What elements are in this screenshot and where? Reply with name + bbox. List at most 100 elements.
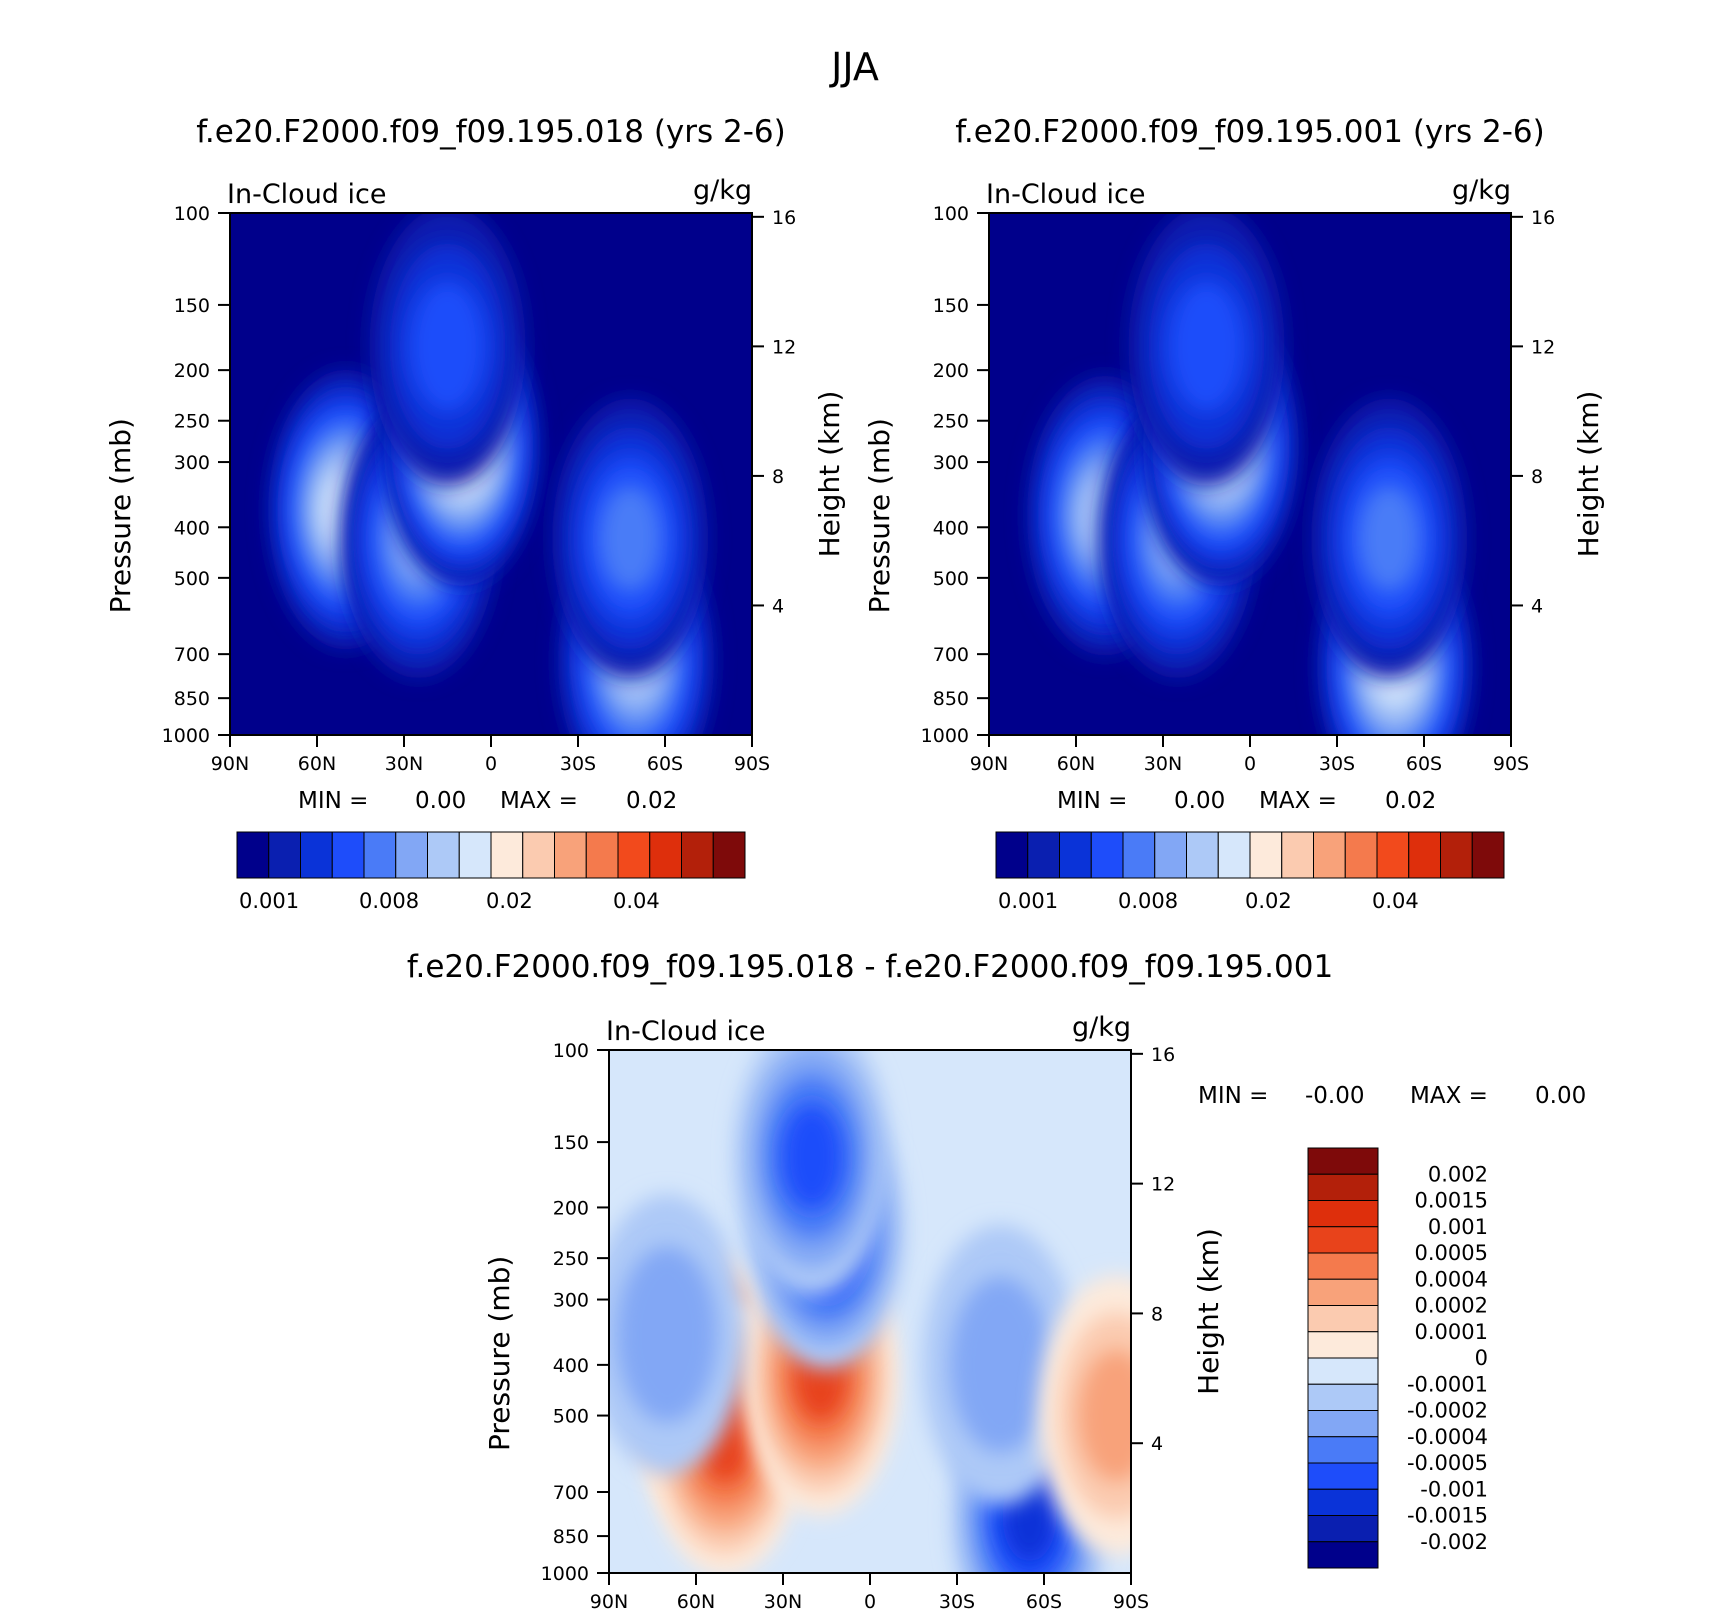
colorbar-swatch: [1307, 1305, 1379, 1333]
x-tick-label: 60S: [1406, 753, 1442, 775]
y-tick-label: 850: [553, 1526, 589, 1548]
colorbar-swatch: [1249, 831, 1283, 879]
colorbar-swatch: [1307, 1147, 1379, 1175]
panel-001: f.e20.F2000.f09_f09.195.001 (yrs 2-6) In-…: [863, 114, 1605, 913]
max-label: MAX =: [1259, 788, 1337, 814]
colorbar-swatch: [427, 831, 460, 879]
y-tick-label: 200: [174, 360, 210, 382]
colorbar-swatch: [1440, 831, 1473, 879]
panel-title: f.e20.F2000.f09_f09.195.001 (yrs 2-6): [955, 114, 1545, 150]
colorbar-swatch: [617, 831, 651, 879]
colorbar-swatch: [1122, 831, 1156, 879]
contour-field: [230, 213, 752, 735]
y-tick-label: 250: [933, 411, 969, 433]
colorbar-label: 0: [1475, 1346, 1488, 1370]
contour-blob: [617, 1246, 717, 1423]
colorbar-label: 0.0005: [1415, 1241, 1488, 1265]
colorbar-swatch: [268, 831, 301, 879]
colorbar-swatch: [1059, 831, 1092, 879]
colorbar-label: -0.0005: [1407, 1451, 1488, 1475]
colorbar-label: 0.001: [239, 889, 299, 913]
y-tick-label: 700: [933, 644, 969, 666]
min-label: MIN =: [298, 788, 368, 814]
y-tick-label: 850: [933, 688, 969, 710]
y-tick-label: 400: [933, 517, 969, 539]
x-tick-label: 30S: [1319, 753, 1355, 775]
y-right-tick-label: 4: [1151, 1433, 1163, 1455]
x-tick-label: 0: [864, 1591, 876, 1613]
y-right-axis-label: Height (km): [1572, 391, 1605, 558]
y-right-tick-label: 12: [1531, 336, 1555, 358]
x-tick-label: 90S: [1493, 753, 1529, 775]
x-tick-label: 90S: [734, 753, 770, 775]
x-tick-label: 60N: [1057, 753, 1095, 775]
contour-field: [989, 213, 1511, 735]
colorbar-swatch: [1027, 831, 1060, 879]
colorbar-swatch: [1307, 1383, 1379, 1411]
subtitle-variable: In-Cloud ice: [606, 1016, 765, 1047]
y-tick-label: 850: [174, 688, 210, 710]
y-right-tick-label: 8: [1151, 1303, 1163, 1325]
y-right-tick-label: 8: [1531, 466, 1543, 488]
colorbar-swatch: [1307, 1173, 1379, 1201]
panel-title: f.e20.F2000.f09_f09.195.018 - f.e20.F200…: [407, 949, 1333, 985]
colorbar-swatch: [1307, 1515, 1379, 1543]
y-tick-label: 400: [553, 1355, 589, 1377]
y-right-tick-label: 12: [772, 336, 796, 358]
panel-difference: f.e20.F2000.f09_f09.195.018 - f.e20.F200…: [407, 949, 1586, 1613]
colorbar-label: 0.02: [486, 889, 533, 913]
y-tick-label: 300: [933, 452, 969, 474]
colorbar-label: -0.0001: [1407, 1372, 1488, 1396]
colorbar-label: -0.002: [1420, 1530, 1488, 1554]
y-right-tick-label: 4: [772, 595, 784, 617]
colorbar-swatch: [681, 831, 714, 879]
x-tick-label: 0: [485, 753, 497, 775]
max-value: 0.00: [1535, 1083, 1586, 1109]
contour-blob: [1357, 485, 1421, 592]
colorbar-swatch: [1307, 1331, 1379, 1359]
x-tick-label: 90S: [1113, 1591, 1149, 1613]
min-value: -0.00: [1305, 1083, 1365, 1109]
colorbar-swatch: [1307, 1488, 1379, 1516]
y-right-tick-label: 16: [772, 207, 796, 229]
min-value: 0.00: [1174, 788, 1225, 814]
colorbar-swatch: [1307, 1462, 1379, 1490]
colorbar-swatch: [712, 831, 746, 879]
panel-title: f.e20.F2000.f09_f09.195.018 (yrs 2-6): [196, 114, 786, 150]
contour-blob: [1168, 280, 1245, 412]
contour-field: [609, 1050, 1131, 1573]
contour-blob: [409, 280, 486, 412]
y-tick-label: 100: [933, 203, 969, 225]
colorbar-swatch: [1313, 831, 1346, 879]
max-label: MAX =: [1410, 1083, 1488, 1109]
x-tick-label: 30S: [560, 753, 596, 775]
x-tick-label: 30N: [764, 1591, 802, 1613]
colorbar-swatch: [1281, 831, 1314, 879]
colorbar-swatch: [554, 831, 587, 879]
colorbar-swatch: [300, 831, 333, 879]
y-tick-label: 150: [174, 295, 210, 317]
x-tick-label: 0: [1244, 753, 1256, 775]
contour-blob: [780, 1103, 844, 1211]
y-right-tick-label: 12: [1151, 1174, 1175, 1196]
colorbar-label: 0.0004: [1415, 1267, 1488, 1291]
x-tick-label: 90N: [590, 1591, 628, 1613]
colorbar-swatch: [1307, 1226, 1379, 1254]
subtitle-units: g/kg: [1452, 175, 1511, 206]
x-tick-label: 30S: [939, 1591, 975, 1613]
colorbar-label: 0.002: [1428, 1162, 1488, 1186]
y-tick-label: 250: [553, 1248, 589, 1270]
colorbar-label: 0.008: [1118, 889, 1178, 913]
y-tick-label: 400: [174, 517, 210, 539]
y-tick-label: 100: [174, 203, 210, 225]
y-tick-label: 700: [174, 644, 210, 666]
colorbar-label: 0.0001: [1415, 1320, 1488, 1344]
y-tick-label: 150: [933, 295, 969, 317]
x-tick-label: 90N: [970, 753, 1008, 775]
colorbar-swatch: [522, 831, 555, 879]
x-tick-label: 90N: [211, 753, 249, 775]
subtitle-units: g/kg: [1072, 1012, 1131, 1043]
y-tick-label: 1000: [162, 725, 210, 747]
colorbar-label: 0.0002: [1415, 1294, 1488, 1318]
colorbar-label: -0.0015: [1407, 1504, 1488, 1528]
